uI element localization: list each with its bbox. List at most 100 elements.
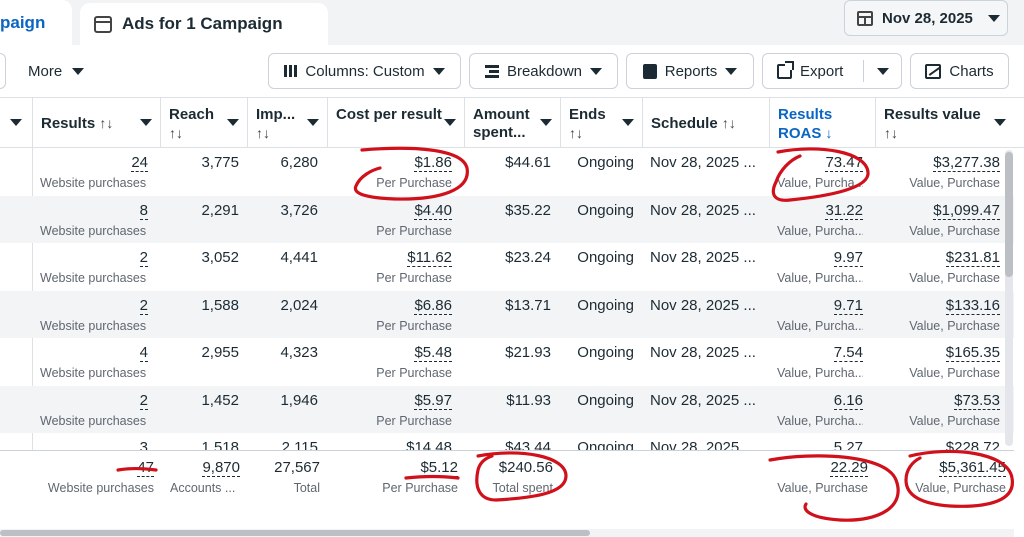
table-row[interactable]: 8 Website purchases 2,291 3,726 $4.40 Per Pur… xyxy=(0,195,1014,243)
cell-results-value[interactable]: 4 xyxy=(139,344,148,362)
sort-icon[interactable]: ↑↓ xyxy=(569,125,583,141)
cell-impressions: 1,946 xyxy=(247,386,318,433)
table-row[interactable]: 24 Website purchases 3,775 6,280 $1.86 Per Pu… xyxy=(0,148,1014,195)
cell-reach-value: 2,955 xyxy=(201,344,239,361)
cell-value-value[interactable]: $165.35 xyxy=(945,344,1000,362)
table-row[interactable]: 2 Website purchases 1,588 2,024 $6.86 Per Pur… xyxy=(0,290,1014,338)
cell-value-value[interactable]: $133.16 xyxy=(945,296,1000,315)
column-header-amount-spent[interactable]: Amount spent... xyxy=(464,98,560,148)
more-button[interactable]: More xyxy=(28,53,85,89)
cell-roas-value[interactable]: 5.27 xyxy=(833,439,863,450)
column-header-ends[interactable]: Ends ↑↓ xyxy=(560,98,642,148)
cell-value-value[interactable]: $228.72 xyxy=(945,439,1000,450)
cell-cpr-value[interactable]: $5.97 xyxy=(414,391,452,410)
left-edge-button[interactable] xyxy=(0,53,6,89)
cell-ends: Ongoing xyxy=(560,291,634,338)
column-header-impressions[interactable]: Imp... ↑↓ xyxy=(247,98,327,148)
cell-spent: $21.93 xyxy=(464,338,551,385)
sort-icon[interactable]: ↑↓ xyxy=(884,125,898,141)
export-dropdown-icon[interactable] xyxy=(877,68,889,75)
cell-cpr-sub: Per Purchase xyxy=(376,176,452,190)
tab-campaign[interactable]: paign xyxy=(0,0,72,45)
cell-cpr-value[interactable]: $5.48 xyxy=(414,344,452,362)
sort-icon[interactable]: ↑↓ xyxy=(721,115,736,131)
cell-results-value[interactable]: 3 xyxy=(139,439,148,450)
column-header-results-roas[interactable]: Results ROAS ↓ xyxy=(769,98,875,148)
cell-value-value[interactable]: $73.53 xyxy=(954,391,1000,410)
cell-results-value[interactable]: 2 xyxy=(139,249,148,267)
cell-roas-value[interactable]: 9.71 xyxy=(833,296,863,315)
cell-results: 4 Website purchases xyxy=(40,338,148,385)
vertical-scrollbar-track[interactable] xyxy=(1005,150,1013,446)
breakdown-button[interactable]: Breakdown xyxy=(469,53,618,89)
cell-value-value[interactable]: $1,099.47 xyxy=(933,201,1000,220)
column-header-results-value[interactable]: Results value ↑↓ xyxy=(875,98,1014,148)
cell-schedule: Nov 28, 2025 ... xyxy=(650,148,769,195)
cell-spent: $44.61 xyxy=(464,148,551,195)
cell-cpr-value[interactable]: $14.48 xyxy=(406,439,452,450)
cell-results-sub: Website purchases xyxy=(40,271,147,285)
cell-schedule-value: Nov 28, 2025 ... xyxy=(650,296,756,314)
cell-value-value[interactable]: $3,277.38 xyxy=(933,154,1000,172)
table-row[interactable]: 2 Website purchases 3,052 4,441 $11.62 Per Pu… xyxy=(0,243,1014,290)
column-header-collapsed[interactable] xyxy=(0,98,32,148)
cell-spent: $23.24 xyxy=(464,243,551,290)
cell-schedule: Nov 28, 2025 ... xyxy=(650,196,769,243)
sort-icon[interactable]: ↑↓ xyxy=(256,125,270,141)
horizontal-scrollbar-thumb[interactable] xyxy=(0,530,590,536)
total-cpr-value[interactable]: $5.12 xyxy=(420,459,458,477)
cell-value-value[interactable]: $231.81 xyxy=(945,249,1000,267)
column-title: Results xyxy=(778,106,833,123)
cell-results-sub: Website purchases xyxy=(40,176,147,190)
total-roas-value[interactable]: 22.29 xyxy=(830,459,868,477)
table-row[interactable]: 2 Website purchases 1,452 1,946 $5.97 Per Pur… xyxy=(0,385,1014,433)
sort-icon[interactable]: ↑↓ xyxy=(169,125,183,141)
cell-results-value[interactable]: 8 xyxy=(139,201,148,220)
export-button[interactable]: Export xyxy=(762,53,902,89)
sort-desc-icon[interactable]: ↓ xyxy=(825,125,833,141)
cell-results-value[interactable]: 24 xyxy=(131,154,148,172)
export-divider xyxy=(863,60,864,82)
cell-reach: 2,291 xyxy=(160,196,239,243)
table-row[interactable]: 4 Website purchases 2,955 4,323 $5.48 Per Pur… xyxy=(0,338,1014,385)
cell-spent-value: $13.71 xyxy=(505,296,551,314)
cell-cpr-value[interactable]: $6.86 xyxy=(414,296,452,315)
columns-button[interactable]: Columns: Custom xyxy=(268,53,461,89)
cell-results-value[interactable]: 2 xyxy=(139,391,148,410)
column-header-reach[interactable]: Reach ↑↓ xyxy=(160,98,247,148)
charts-button[interactable]: Charts xyxy=(910,53,1009,89)
total-reach-value[interactable]: 9,870 xyxy=(202,459,240,477)
sort-icon[interactable]: ↑↓ xyxy=(99,115,114,131)
reports-label: Reports xyxy=(664,62,718,80)
cell-roas-value[interactable]: 9.97 xyxy=(833,249,863,267)
cell-roas-sub: Value, Purcha... xyxy=(777,223,863,238)
column-header-schedule[interactable]: Schedule ↑↓ xyxy=(642,98,769,148)
column-header-results[interactable]: Results ↑↓ xyxy=(32,98,160,148)
cell-value-sub: Value, Purchase xyxy=(909,223,1000,238)
total-value-value[interactable]: $5,361.45 xyxy=(939,459,1006,477)
tab-ads[interactable]: Ads for 1 Campaign xyxy=(80,3,328,45)
cell-roas-value[interactable]: 31.22 xyxy=(825,201,863,220)
cell-results-value[interactable]: 2 xyxy=(139,296,148,315)
cell-roas-value[interactable]: 73.47 xyxy=(825,154,863,172)
total-spent-sub: Total spent xyxy=(492,481,553,495)
chevron-down-icon xyxy=(72,67,85,75)
total-results-value[interactable]: 47 xyxy=(137,459,154,477)
table-row[interactable]: 3 1,518 2,115 $14.48 $43.44 Ongoing Nov 28, 20… xyxy=(0,433,1014,450)
cell-roas-value[interactable]: 6.16 xyxy=(833,391,863,410)
column-header-cost-per-result[interactable]: Cost per result xyxy=(327,98,464,148)
cell-cpr: $5.97 Per Purchase xyxy=(327,386,452,433)
cell-cpr-value[interactable]: $1.86 xyxy=(414,154,452,172)
vertical-scrollbar-thumb[interactable] xyxy=(1005,152,1013,277)
reports-button[interactable]: Reports xyxy=(626,53,754,89)
cell-cpr-value[interactable]: $4.40 xyxy=(414,201,452,220)
cell-cpr-value[interactable]: $11.62 xyxy=(407,249,452,267)
cell-impressions: 4,323 xyxy=(247,338,318,385)
column-title-line2: ROAS xyxy=(778,125,822,142)
cell-value-sub: Value, Purchase xyxy=(909,413,1000,428)
cell-results: 24 Website purchases xyxy=(40,148,148,195)
cell-impressions-value: 6,280 xyxy=(280,154,318,171)
date-range-button[interactable]: Nov 28, 2025 xyxy=(844,0,1008,36)
cell-roas-value[interactable]: 7.54 xyxy=(833,344,863,362)
cell-reach: 1,518 xyxy=(160,433,239,450)
